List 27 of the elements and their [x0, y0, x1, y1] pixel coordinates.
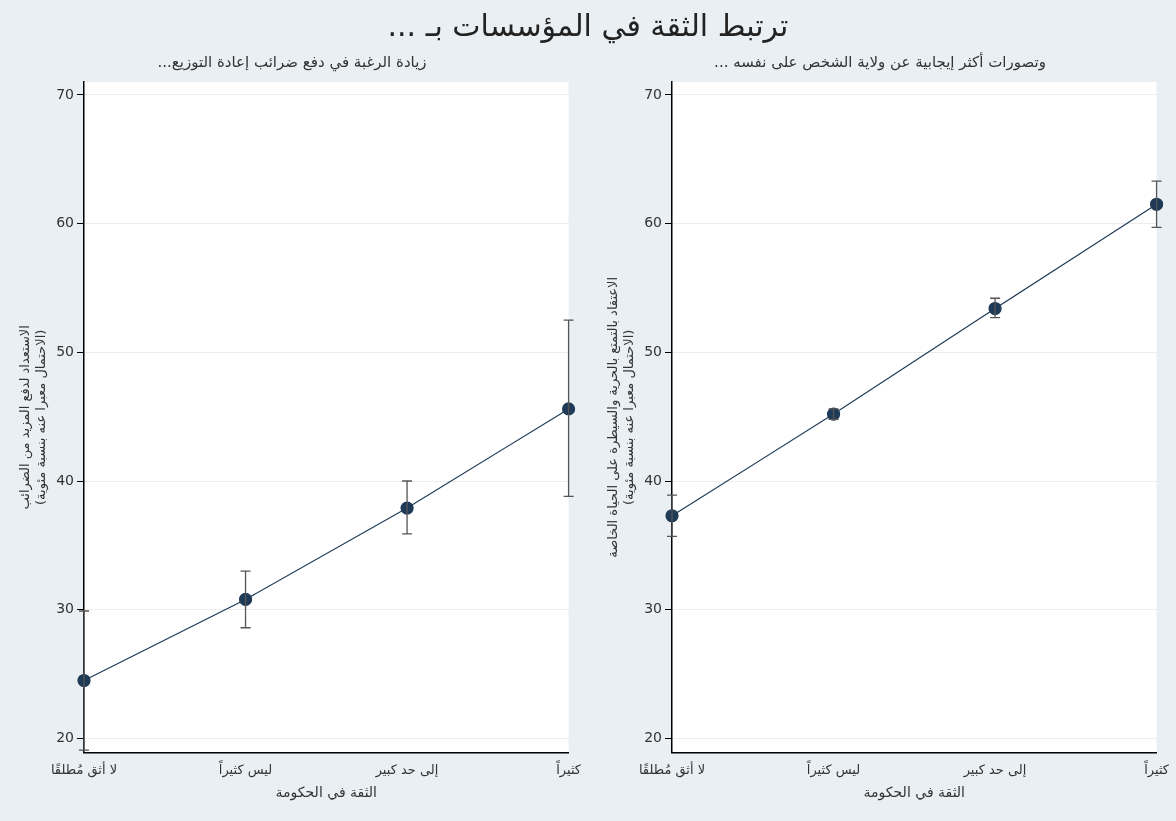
y-tick-label: 70	[644, 85, 663, 102]
y-tick-label: 30	[56, 600, 75, 617]
y-tick-label: 20	[56, 729, 75, 746]
x-axis-title: الثقة في الحكومة	[275, 784, 377, 802]
x-tick-label: إلى حد كبير	[962, 761, 1027, 778]
x-tick-label: كثيراً	[1143, 759, 1170, 778]
y-axis-title: الاعتقاد بالتمتع بالحرية والسيطرة على الحياة الخاصة (الاحتمال معبرا عنه بنسبة مئوية)	[605, 276, 637, 558]
chart-title: ترتبط الثقة في المؤسسات بـ ...	[386, 7, 790, 46]
y-tick-label: 30	[644, 600, 663, 617]
y-tick-label: 70	[56, 85, 75, 102]
x-tick-label: كثيراً	[555, 759, 582, 778]
y-tick-label: 50	[644, 342, 663, 359]
x-tick-label: لا أثق مُطلقًا	[638, 760, 706, 778]
y-tick-label: 20	[644, 729, 663, 746]
y-tick-label: 40	[56, 471, 75, 488]
x-tick-label: ليس كثيراً	[218, 759, 273, 778]
x-tick-label: إلى حد كبير	[374, 761, 439, 778]
chart-subtitle: ...زيادة الرغبة في دفع ضرائب إعادة التوزيع	[157, 52, 427, 72]
y-tick-label: 60	[644, 214, 663, 231]
x-tick-label: ليس كثيراً	[806, 759, 861, 778]
y-tick-label: 60	[56, 214, 75, 231]
x-tick-label: لا أثق مُطلقًا	[50, 760, 118, 778]
y-tick-label: 50	[56, 342, 75, 359]
y-axis-title: الاستعداد لدفع المزيد من الضرائب (الاحتمال معبرا عنه بنسبة مئوية)	[17, 325, 49, 510]
chart-subtitle: ... وتصورات أكثر إيجابية عن ولاية الشخص على نفسه	[714, 51, 1046, 71]
x-axis-title: الثقة في الحكومة	[863, 784, 965, 802]
y-tick-label: 40	[644, 471, 663, 488]
